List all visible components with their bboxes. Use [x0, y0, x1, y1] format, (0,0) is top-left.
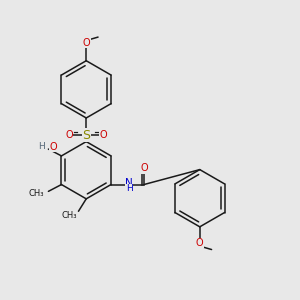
- Text: O: O: [82, 38, 90, 48]
- Text: S: S: [82, 129, 90, 142]
- Text: N: N: [125, 178, 133, 188]
- Text: CH₃: CH₃: [61, 211, 77, 220]
- Text: O: O: [140, 164, 148, 173]
- Text: H: H: [38, 142, 45, 151]
- Text: CH₃: CH₃: [28, 189, 44, 198]
- Text: O: O: [100, 130, 107, 140]
- Text: O: O: [65, 130, 73, 140]
- Text: O: O: [196, 238, 204, 248]
- Text: H: H: [126, 184, 132, 194]
- Text: O: O: [49, 142, 57, 152]
